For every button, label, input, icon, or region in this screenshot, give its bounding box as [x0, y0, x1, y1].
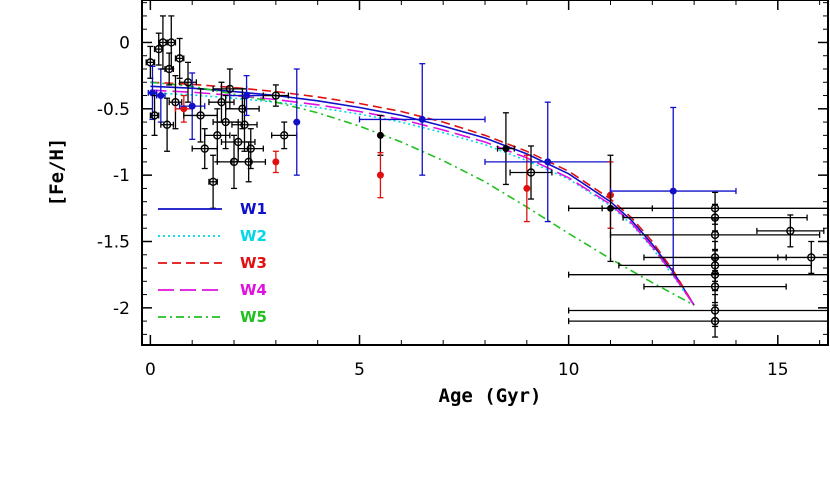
data-point [376, 131, 384, 139]
observations-layer [145, 15, 828, 338]
data-point [243, 92, 251, 100]
y-tick-label: -2 [113, 299, 130, 319]
data-point [167, 38, 176, 47]
data-point [217, 97, 226, 107]
data-point [710, 316, 720, 326]
series-line-w3 [150, 81, 695, 306]
data-point [526, 168, 536, 177]
x-axis-title: Age (Gyr) [439, 385, 542, 407]
data-point [213, 131, 222, 140]
legend-label-w1: W1 [240, 200, 267, 218]
data-point [293, 118, 301, 126]
data-point [272, 158, 280, 166]
data-point [200, 144, 209, 153]
y-axis-title: [Fe/H] [46, 138, 68, 207]
y-tick-label: -0.5 [97, 100, 130, 120]
data-point [162, 120, 172, 129]
y-tick-label: -1.5 [97, 233, 130, 253]
data-point [238, 104, 247, 114]
data-point [807, 253, 816, 262]
data-point [710, 282, 720, 291]
data-point [180, 105, 188, 113]
ticks-layer: 0 5 10 15 0 -0.5 -1 -1.5 -2 [97, 0, 828, 380]
data-point [244, 157, 253, 167]
data-point [240, 120, 249, 129]
data-point [171, 97, 180, 107]
data-point [158, 38, 168, 47]
x-tick-label: 0 [145, 360, 156, 380]
legend-label-w2: W2 [240, 227, 267, 245]
data-point [234, 137, 243, 147]
data-point [183, 78, 193, 87]
data-point [196, 111, 205, 120]
data-point [280, 131, 289, 140]
data-point [544, 158, 552, 166]
x-tick-label: 15 [767, 360, 789, 380]
data-point [157, 92, 165, 100]
legend-label-w3: W3 [240, 254, 267, 272]
legend: W1 W2 W3 W4 W5 [158, 200, 267, 326]
data-point [208, 177, 218, 186]
legend-label-w4: W4 [240, 281, 267, 299]
data-point [523, 184, 531, 192]
data-point [502, 145, 510, 153]
y-tick-label: -1 [113, 166, 130, 186]
data-point [246, 144, 255, 153]
data-point [669, 187, 677, 195]
data-point [150, 111, 159, 120]
legend-label-w5: W5 [240, 308, 267, 326]
series-line-w1 [150, 85, 695, 306]
x-tick-label: 10 [558, 360, 580, 380]
data-point [148, 89, 156, 97]
x-tick-label: 5 [354, 360, 365, 380]
data-point [376, 171, 384, 179]
data-point [175, 54, 184, 63]
series-line-w4 [150, 89, 695, 306]
data-point [154, 44, 163, 54]
data-point [786, 226, 795, 236]
data-point [225, 84, 235, 94]
data-point [710, 230, 720, 240]
y-tick-label: 0 [119, 33, 130, 53]
data-point [188, 102, 196, 110]
data-point [221, 117, 230, 127]
data-point [418, 115, 426, 123]
data-point [271, 91, 281, 100]
